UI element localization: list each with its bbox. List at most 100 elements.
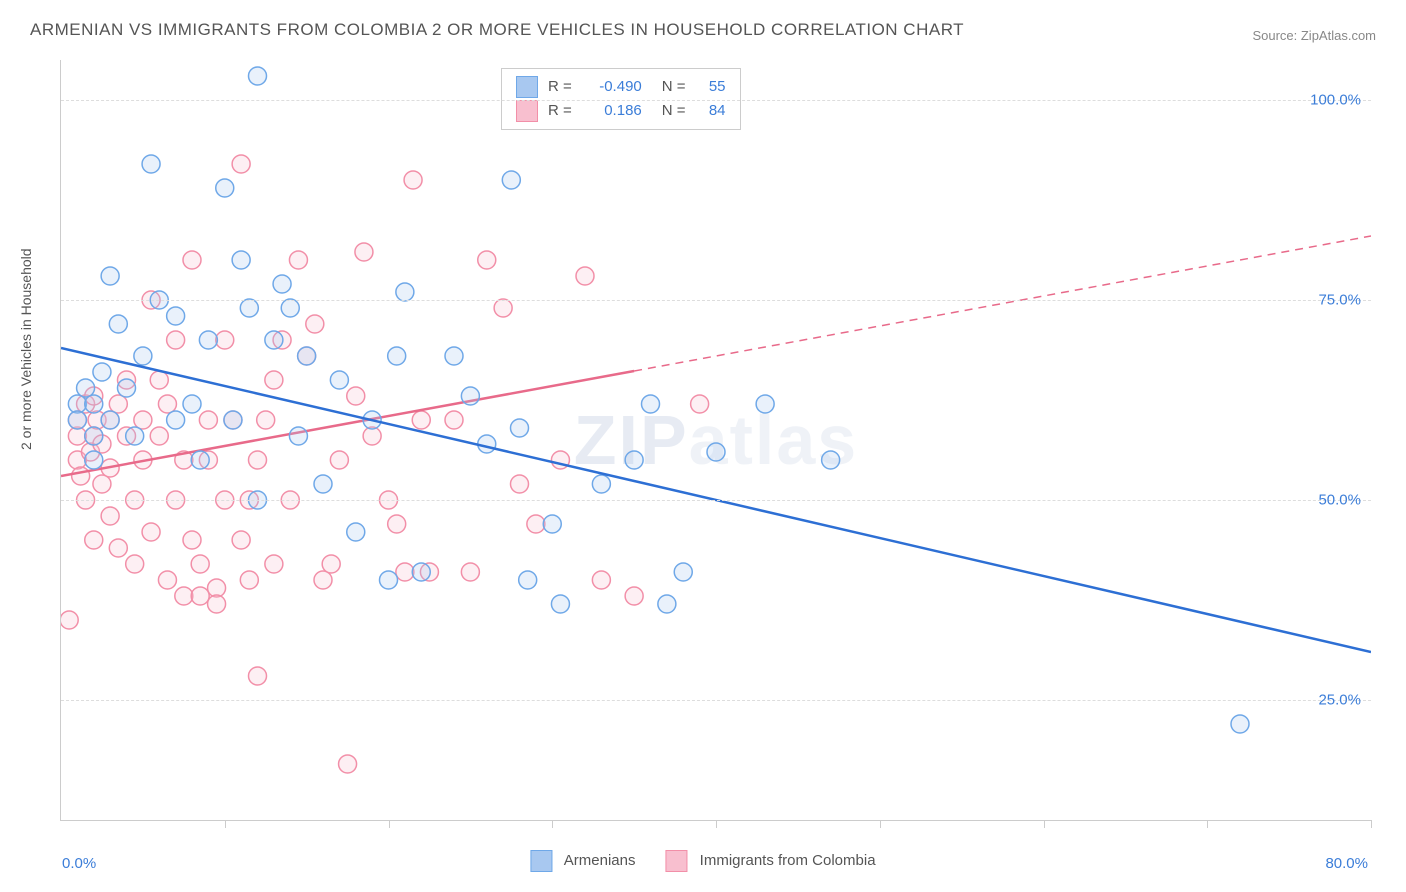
scatter-point [330, 451, 348, 469]
scatter-point [240, 299, 258, 317]
scatter-point [265, 371, 283, 389]
scatter-point [158, 571, 176, 589]
scatter-point [126, 555, 144, 573]
scatter-point [388, 515, 406, 533]
scatter-point [322, 555, 340, 573]
x-tick [1207, 820, 1208, 828]
scatter-point [691, 395, 709, 413]
scatter-point [109, 395, 127, 413]
scatter-point [158, 395, 176, 413]
scatter-point [85, 531, 103, 549]
scatter-point [167, 411, 185, 429]
scatter-point [232, 251, 250, 269]
x-tick [1371, 820, 1372, 828]
scatter-point [150, 371, 168, 389]
scatter-point [101, 267, 119, 285]
scatter-point [592, 475, 610, 493]
scatter-point [265, 555, 283, 573]
y-tick-label: 25.0% [1318, 692, 1361, 709]
scatter-point [314, 475, 332, 493]
scatter-point [199, 331, 217, 349]
scatter-point [101, 411, 119, 429]
scatter-point [109, 539, 127, 557]
scatter-point [576, 267, 594, 285]
scatter-point [289, 427, 307, 445]
scatter-point [93, 475, 111, 493]
scatter-point [281, 299, 299, 317]
scatter-point [118, 379, 136, 397]
scatter-point [445, 347, 463, 365]
gridline [61, 300, 1371, 301]
scatter-point [756, 395, 774, 413]
x-tick [225, 820, 226, 828]
scatter-point [232, 531, 250, 549]
scatter-point [85, 427, 103, 445]
scatter-point [519, 571, 537, 589]
x-max-label: 80.0% [1325, 855, 1368, 872]
scatter-point [85, 451, 103, 469]
scatter-point [183, 531, 201, 549]
x-tick [389, 820, 390, 828]
chart-title: ARMENIAN VS IMMIGRANTS FROM COLOMBIA 2 O… [30, 20, 964, 40]
scatter-point [355, 243, 373, 261]
scatter-point [412, 563, 430, 581]
legend-swatch-armenians [530, 850, 552, 872]
x-tick [1044, 820, 1045, 828]
y-tick-label: 75.0% [1318, 292, 1361, 309]
scatter-point [543, 515, 561, 533]
scatter-point [625, 451, 643, 469]
scatter-point [461, 563, 479, 581]
scatter-point [101, 507, 119, 525]
gridline [61, 500, 1371, 501]
scatter-point [298, 347, 316, 365]
gridline [61, 700, 1371, 701]
scatter-point [330, 371, 348, 389]
x-tick [552, 820, 553, 828]
scatter-point [167, 307, 185, 325]
scatter-point [658, 595, 676, 613]
scatter-point [109, 315, 127, 333]
scatter-point [551, 595, 569, 613]
scatter-point [249, 67, 267, 85]
gridline [61, 100, 1371, 101]
scatter-point [478, 435, 496, 453]
scatter-point [134, 347, 152, 365]
scatter-point [674, 563, 692, 581]
y-tick-label: 50.0% [1318, 492, 1361, 509]
scatter-point [707, 443, 725, 461]
scatter-point [150, 427, 168, 445]
scatter-point [232, 155, 250, 173]
scatter-point [347, 387, 365, 405]
scatter-point [175, 587, 193, 605]
legend-label-armenians: Armenians [564, 852, 636, 869]
scatter-point [191, 587, 209, 605]
y-axis-label: 2 or more Vehicles in Household [18, 248, 34, 450]
scatter-point [183, 251, 201, 269]
scatter-point [396, 563, 414, 581]
scatter-point [183, 395, 201, 413]
legend-label-colombia: Immigrants from Colombia [700, 852, 876, 869]
scatter-point [93, 363, 111, 381]
x-tick [716, 820, 717, 828]
scatter-point [289, 251, 307, 269]
legend-swatch-colombia [665, 850, 687, 872]
scatter-point [85, 395, 103, 413]
scatter-point [445, 411, 463, 429]
scatter-point [208, 595, 226, 613]
scatter-point [77, 379, 95, 397]
scatter-point [273, 275, 291, 293]
scatter-point [199, 411, 217, 429]
scatter-point [396, 283, 414, 301]
scatter-point [1231, 715, 1249, 733]
scatter-point [592, 571, 610, 589]
scatter-point [191, 555, 209, 573]
scatter-point [216, 179, 234, 197]
scatter-point [142, 155, 160, 173]
scatter-point [527, 515, 545, 533]
scatter-point [240, 571, 258, 589]
scatter-point [265, 331, 283, 349]
plot-area: ZIPatlas R = -0.490 N = 55 R = 0.186 N =… [60, 60, 1371, 821]
scatter-point [412, 411, 430, 429]
scatter-point [380, 571, 398, 589]
scatter-point [224, 411, 242, 429]
